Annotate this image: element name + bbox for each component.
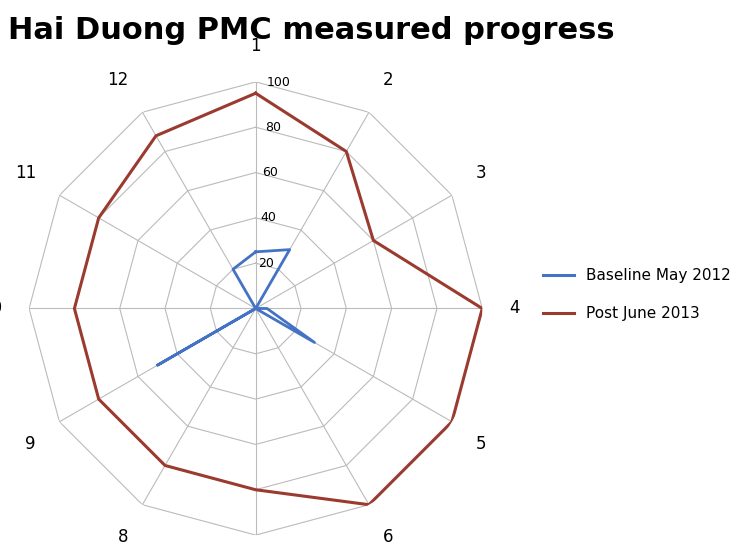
Text: 10: 10 [0,300,2,317]
Text: Hai Duong PMC measured progress: Hai Duong PMC measured progress [8,16,614,45]
Text: 11: 11 [14,164,36,182]
Text: 5: 5 [475,435,486,453]
Text: 80: 80 [265,121,280,134]
Legend: Baseline May 2012, Post June 2013: Baseline May 2012, Post June 2013 [537,262,737,328]
Text: 12: 12 [108,71,129,88]
Text: 6: 6 [383,529,393,546]
Text: 1: 1 [250,37,261,55]
Text: 4: 4 [509,300,520,317]
Text: 60: 60 [262,166,278,179]
Text: 8: 8 [118,529,129,546]
Text: 20: 20 [258,257,274,270]
Text: 3: 3 [475,164,486,182]
Text: 9: 9 [26,435,36,453]
Text: 2: 2 [383,71,393,88]
Text: 100: 100 [267,76,291,88]
Text: 40: 40 [260,211,276,224]
